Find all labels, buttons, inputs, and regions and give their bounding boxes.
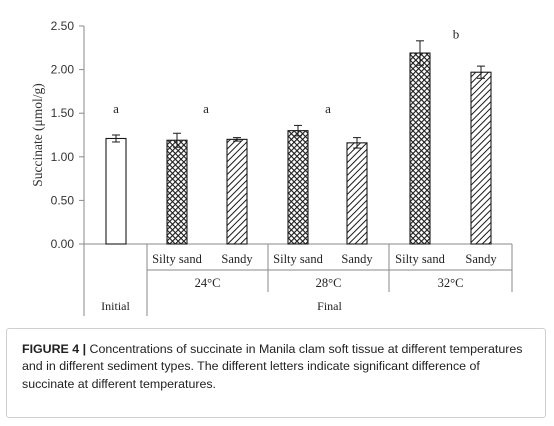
caption-text: Concentrations of succinate in Manila cl… [22,342,523,391]
temperature-label: 28°C [316,276,342,290]
y-tick-label: 0.00 [51,237,75,251]
y-tick-label: 2.50 [51,19,75,33]
bar-5 [346,142,368,245]
temperature-label: 32°C [438,276,464,290]
significance-letter: a [113,101,119,116]
initial-label: Initial [101,299,130,313]
bar-7 [470,71,492,245]
category-label: Silty sand [273,252,323,266]
y-tick-label: 1.00 [51,150,75,164]
significance-letter: a [325,101,331,116]
figure-caption: FIGURE 4 | Concentrations of succinate i… [22,341,534,393]
bar-6 [409,52,431,245]
category-label: Sandy [341,252,373,266]
y-tick-label: 2.00 [51,63,75,77]
y-axis-label: Succinate (μmol/g) [30,83,45,187]
final-label: Final [317,299,342,313]
significance-letter: b [453,27,460,42]
category-label: Sandy [465,252,497,266]
temperature-label: 24°C [195,276,221,290]
category-label: Sandy [221,252,253,266]
category-label: Silty sand [395,252,445,266]
bar-1 [105,137,127,245]
caption-label: FIGURE 4 | [22,342,87,356]
y-tick-label: 1.50 [51,106,75,120]
bar-2 [166,139,188,245]
succinate-bar-chart: 0.00 0.50 1.00 1.50 2.00 2.50 Succinate (μmol/… [30,19,513,316]
figure-caption-box: FIGURE 4 | Concentrations of succinate i… [6,328,546,418]
bar-4 [287,130,309,245]
significance-letter: a [203,101,209,116]
y-tick-label: 0.50 [51,193,75,207]
category-label: Silty sand [152,252,202,266]
bar-3 [226,138,248,245]
